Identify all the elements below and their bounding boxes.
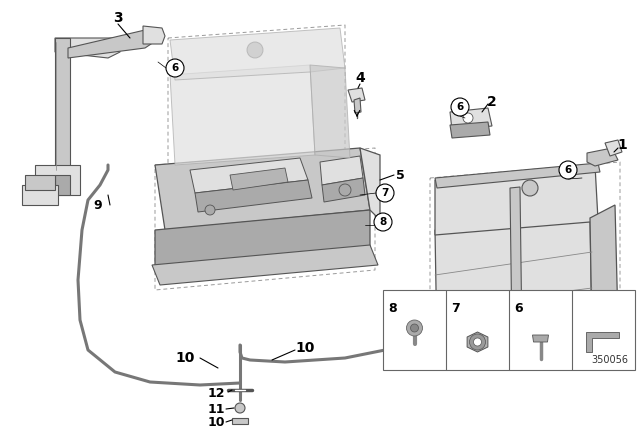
Polygon shape	[195, 180, 312, 212]
Polygon shape	[467, 332, 488, 352]
Text: 6: 6	[456, 102, 463, 112]
Polygon shape	[450, 122, 490, 138]
Polygon shape	[190, 158, 308, 193]
Polygon shape	[360, 148, 380, 220]
Text: 7: 7	[381, 188, 388, 198]
Polygon shape	[532, 335, 548, 342]
Text: 9: 9	[406, 323, 414, 336]
Polygon shape	[152, 245, 378, 285]
Text: 12: 12	[207, 387, 225, 400]
Polygon shape	[605, 140, 622, 156]
Circle shape	[451, 98, 469, 116]
Circle shape	[247, 42, 263, 58]
Circle shape	[406, 320, 422, 336]
Text: 6: 6	[172, 63, 179, 73]
Circle shape	[463, 113, 473, 123]
Text: 1: 1	[617, 138, 627, 152]
Text: 9: 9	[93, 198, 102, 211]
Text: 3: 3	[113, 11, 123, 25]
Polygon shape	[310, 65, 350, 158]
Polygon shape	[428, 330, 545, 360]
Text: 10: 10	[295, 341, 315, 355]
Polygon shape	[354, 98, 361, 113]
Polygon shape	[155, 210, 370, 268]
Polygon shape	[435, 163, 600, 188]
Polygon shape	[322, 178, 365, 202]
Polygon shape	[587, 148, 618, 166]
Circle shape	[205, 205, 215, 215]
Text: 8: 8	[380, 217, 387, 227]
Polygon shape	[348, 88, 365, 102]
Polygon shape	[435, 218, 592, 347]
Circle shape	[235, 403, 245, 413]
Text: 10: 10	[175, 351, 195, 365]
Text: 7: 7	[451, 302, 460, 315]
Circle shape	[474, 338, 481, 346]
Text: 2: 2	[487, 95, 497, 109]
Circle shape	[339, 184, 351, 196]
Polygon shape	[170, 65, 315, 165]
Text: 8: 8	[388, 302, 397, 315]
Polygon shape	[450, 108, 492, 130]
Polygon shape	[510, 187, 522, 341]
Polygon shape	[230, 168, 288, 190]
Bar	[383, 290, 635, 370]
Circle shape	[522, 180, 538, 196]
Text: 4: 4	[355, 71, 365, 85]
Bar	[232, 418, 248, 424]
Polygon shape	[22, 185, 58, 205]
Text: 6: 6	[564, 165, 572, 175]
Text: 11: 11	[207, 402, 225, 415]
Polygon shape	[143, 26, 165, 44]
Text: 10: 10	[207, 415, 225, 428]
Text: 350056: 350056	[591, 355, 628, 365]
Circle shape	[376, 184, 394, 202]
Polygon shape	[155, 148, 370, 230]
Circle shape	[374, 213, 392, 231]
Polygon shape	[35, 165, 80, 195]
Polygon shape	[25, 175, 55, 190]
Circle shape	[410, 324, 419, 332]
Circle shape	[166, 59, 184, 77]
Circle shape	[470, 334, 486, 350]
Polygon shape	[68, 30, 160, 58]
Polygon shape	[586, 332, 618, 352]
Polygon shape	[590, 205, 618, 335]
Polygon shape	[435, 165, 598, 235]
Polygon shape	[55, 38, 120, 58]
Text: 6: 6	[514, 302, 523, 315]
Polygon shape	[55, 38, 70, 175]
Text: 5: 5	[396, 168, 404, 181]
Circle shape	[559, 161, 577, 179]
Polygon shape	[430, 328, 600, 368]
Polygon shape	[55, 175, 70, 195]
Polygon shape	[170, 28, 345, 80]
Polygon shape	[320, 156, 363, 185]
